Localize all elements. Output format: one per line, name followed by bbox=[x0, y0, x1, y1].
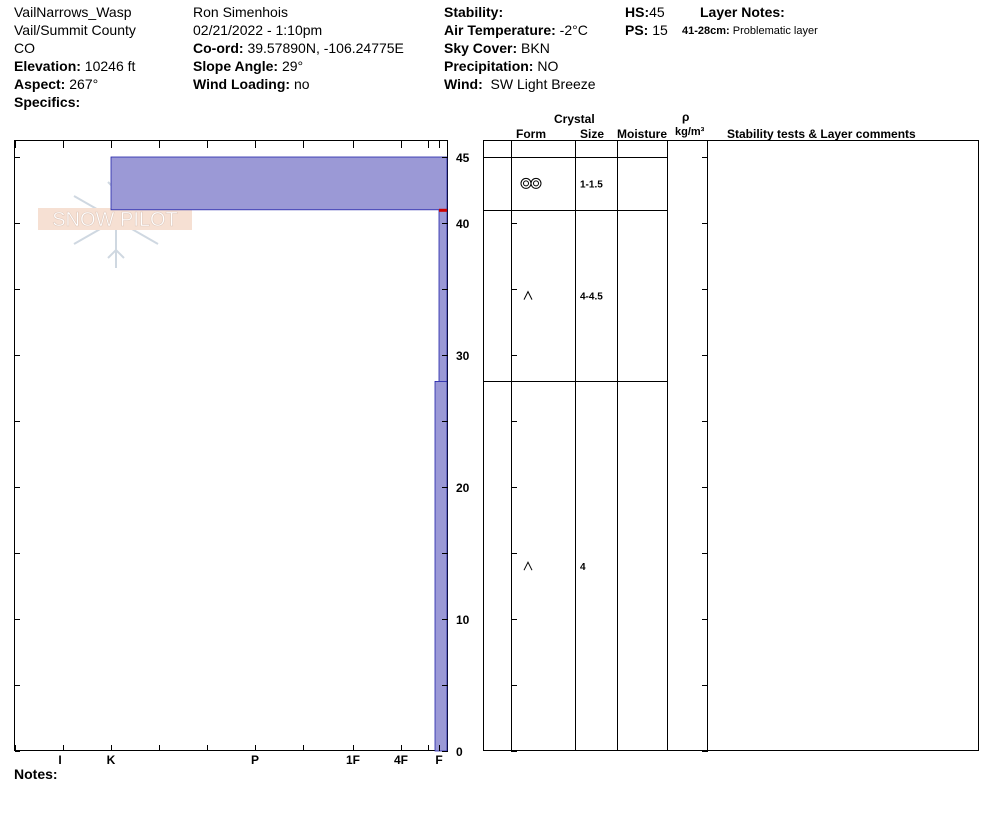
slope-value: 29° bbox=[281, 58, 304, 74]
wind-loading-value: no bbox=[293, 76, 310, 92]
stability-field: Stability: bbox=[444, 3, 503, 21]
observer-name: Ron Simenhois bbox=[193, 4, 288, 20]
rounded-grains-icon bbox=[520, 177, 542, 189]
layer-bar-1 bbox=[110, 156, 448, 211]
density-unit: kg/m³ bbox=[675, 126, 705, 138]
aspect-value: 267° bbox=[69, 76, 99, 92]
faceted-crystals-icon bbox=[523, 561, 533, 571]
elevation-value: 10246 ft bbox=[84, 58, 136, 74]
wind-loading-label: Wind Loading: bbox=[193, 76, 291, 92]
hardness-label-p: P bbox=[251, 753, 259, 767]
faceted-crystals-icon bbox=[523, 290, 533, 300]
aspect-label: Aspect: bbox=[14, 76, 66, 92]
comments-header: Stability tests & Layer comments bbox=[727, 127, 916, 141]
hardness-label-k: K bbox=[107, 753, 116, 767]
layer-bar-3 bbox=[434, 380, 448, 752]
crystal-size-value: 4 bbox=[580, 562, 586, 573]
hardness-label-i: I bbox=[58, 753, 61, 767]
problematic-layer-marker bbox=[439, 208, 447, 212]
layer-notes-label: Layer Notes: bbox=[700, 4, 785, 20]
layer-note-range: 41-28cm: bbox=[682, 25, 730, 37]
height-label-45: 45 bbox=[456, 151, 470, 165]
hs-label: HS: bbox=[625, 4, 650, 20]
form-header: Form bbox=[516, 127, 546, 141]
watermark-banner bbox=[38, 208, 192, 230]
wind-label: Wind: bbox=[444, 76, 483, 92]
stability-label: Stability: bbox=[444, 4, 504, 20]
coord-value: 39.57890N, -106.24775E bbox=[247, 40, 404, 56]
ps-label: PS: bbox=[625, 22, 649, 38]
hardness-label-1f: 1F bbox=[346, 753, 360, 767]
hardness-label-f: F bbox=[435, 753, 442, 767]
notes-label: Notes: bbox=[14, 766, 58, 782]
wind-loading-field: Wind Loading: no bbox=[193, 75, 310, 93]
ps-field: PS: 15 bbox=[625, 21, 668, 39]
sky-cover-label: Sky Cover: bbox=[444, 40, 518, 56]
crystal-size-value: 4-4.5 bbox=[580, 292, 603, 303]
precipitation-label: Precipitation: bbox=[444, 58, 534, 74]
height-label-40: 40 bbox=[456, 217, 470, 231]
state-name: CO bbox=[14, 40, 35, 56]
wind-field: Wind: SW Light Breeze bbox=[444, 75, 596, 93]
hs-field: HS:45 bbox=[625, 3, 665, 21]
height-label-10: 10 bbox=[456, 613, 470, 627]
observation-datetime: 02/21/2022 - 1:10pm bbox=[193, 22, 323, 38]
specifics-label: Specifics: bbox=[14, 94, 81, 110]
height-label-0: 0 bbox=[456, 745, 463, 759]
air-temp-value: -2°C bbox=[559, 22, 588, 38]
air-temp-field: Air Temperature: -2°C bbox=[444, 21, 588, 39]
precipitation-value: NO bbox=[537, 58, 559, 74]
density-symbol: ρ bbox=[682, 110, 690, 124]
sky-cover-value: BKN bbox=[521, 40, 550, 56]
layer-note-text: Problematic layer bbox=[732, 25, 818, 37]
wind-value: SW Light Breeze bbox=[490, 76, 596, 92]
slope-label: Slope Angle: bbox=[193, 58, 279, 74]
sky-cover-field: Sky Cover: BKN bbox=[444, 39, 550, 57]
hs-value: 45 bbox=[649, 4, 665, 20]
crystal-header: Crystal bbox=[554, 112, 595, 126]
hardness-plot-frame bbox=[14, 140, 448, 751]
slope-field: Slope Angle: 29° bbox=[193, 57, 303, 75]
elevation-field: Elevation: 10246 ft bbox=[14, 57, 135, 75]
air-temp-label: Air Temperature: bbox=[444, 22, 556, 38]
coord-field: Co-ord: 39.57890N, -106.24775E bbox=[193, 39, 404, 57]
height-label-20: 20 bbox=[456, 481, 470, 495]
crystal-size-value: 1-1.5 bbox=[580, 179, 603, 190]
layer-table-frame bbox=[483, 140, 979, 751]
layer-note: 41-28cm: Problematic layer bbox=[682, 22, 818, 40]
elevation-label: Elevation: bbox=[14, 58, 81, 74]
aspect-field: Aspect: 267° bbox=[14, 75, 98, 93]
moisture-header: Moisture bbox=[617, 127, 668, 141]
coord-label: Co-ord: bbox=[193, 40, 244, 56]
height-label-30: 30 bbox=[456, 349, 470, 363]
precipitation-field: Precipitation: NO bbox=[444, 57, 558, 75]
location-name: VailNarrows_Wasp bbox=[14, 4, 132, 20]
hardness-label-4f: 4F bbox=[394, 753, 408, 767]
county-name: Vail/Summit County bbox=[14, 22, 136, 38]
ps-value: 15 bbox=[652, 22, 668, 38]
size-header: Size bbox=[580, 127, 605, 141]
watermark-text: SNOW PILOT bbox=[52, 209, 178, 231]
